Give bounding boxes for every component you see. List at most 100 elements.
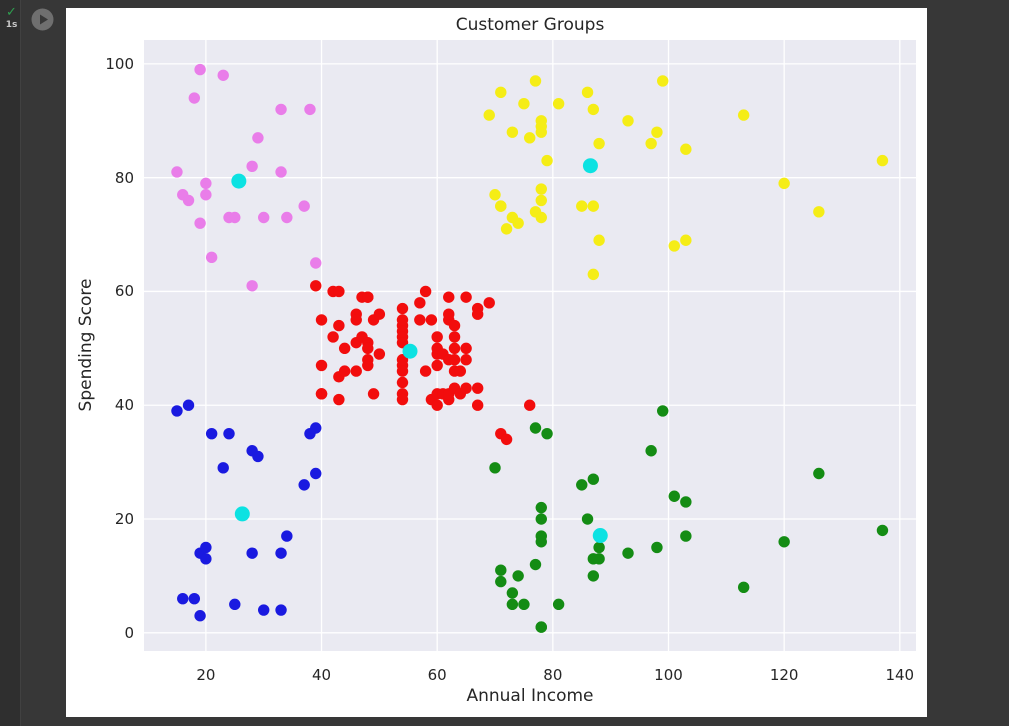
scatter-point	[333, 319, 345, 332]
scatter-point	[593, 137, 605, 150]
scatter-point	[541, 154, 553, 167]
scatter-point	[414, 314, 426, 326]
scatter-point	[489, 189, 501, 201]
scatter-point	[668, 240, 680, 252]
scatter-point	[448, 331, 461, 343]
scatter-point	[524, 132, 536, 144]
scatter-point	[205, 251, 218, 264]
x-tick-label: 60	[427, 666, 447, 684]
scatter-point	[431, 399, 443, 411]
scatter-point	[622, 115, 634, 127]
scatter-point	[443, 308, 455, 320]
plot-area	[144, 40, 916, 651]
scatter-point	[194, 610, 206, 622]
scatter-point	[506, 126, 519, 138]
scatter-point	[576, 479, 588, 491]
scatter-point	[246, 280, 258, 292]
scatter-point	[460, 382, 472, 394]
scatter-point	[252, 450, 264, 463]
scatter-point	[529, 75, 542, 87]
scatter-point	[431, 359, 443, 372]
scatter-point	[500, 433, 513, 446]
scatter-point	[396, 365, 409, 377]
scatter-point	[419, 285, 432, 298]
scatter-point	[645, 445, 657, 457]
scatter-point	[500, 223, 513, 235]
scatter-point	[200, 553, 212, 565]
centroid-point	[402, 343, 418, 359]
x-tick-label: 80	[543, 666, 563, 684]
scatter-point	[778, 536, 790, 548]
scatter-point	[506, 598, 519, 611]
scatter-point	[587, 200, 600, 212]
success-check-icon: ✓	[6, 5, 17, 20]
scatter-point	[448, 342, 461, 355]
scatter-point	[258, 604, 270, 616]
scatter-point	[552, 598, 565, 611]
scatter-point	[425, 314, 438, 326]
scatter-point	[512, 570, 524, 582]
scatter-point	[246, 547, 258, 559]
scatter-point	[200, 189, 212, 201]
scatter-point	[535, 513, 547, 525]
scatter-point	[529, 558, 542, 571]
scatter-point	[581, 513, 594, 525]
scatter-point	[489, 462, 501, 474]
scatter-point	[518, 598, 530, 611]
run-cell-button[interactable]	[31, 8, 54, 31]
scatter-point	[495, 200, 507, 212]
scatter-point	[622, 547, 634, 559]
scatter-point	[535, 194, 547, 207]
scatter-point	[373, 308, 386, 320]
scatter-point	[396, 314, 409, 326]
cell-output-figure: Customer Groups Annual Income Spending S…	[66, 8, 927, 717]
scatter-point	[217, 462, 229, 474]
scatter-point	[668, 490, 680, 502]
scatter-point	[419, 365, 432, 377]
scatter-point	[315, 314, 328, 326]
y-tick-label: 40	[114, 396, 134, 415]
scatter-point	[535, 183, 547, 195]
y-tick-label: 0	[124, 623, 134, 642]
x-axis-label: Annual Income	[466, 686, 594, 706]
scatter-point	[535, 120, 547, 133]
scatter-point	[298, 200, 310, 212]
scatter-point	[362, 342, 374, 355]
scatter-point	[367, 388, 380, 400]
scatter-point	[460, 342, 472, 355]
scatter-point	[275, 166, 287, 178]
scatter-point	[298, 479, 310, 491]
scatter-point	[200, 177, 212, 190]
scatter-point	[518, 98, 530, 110]
scatter-point	[350, 365, 362, 377]
centroid-point	[582, 158, 598, 174]
scatter-point	[876, 524, 889, 537]
scatter-point	[171, 166, 183, 178]
scatter-point	[680, 143, 692, 155]
scatter-point	[495, 575, 507, 588]
play-icon	[31, 8, 54, 31]
scatter-point	[541, 427, 553, 440]
scatter-point	[587, 103, 600, 116]
centroid-point	[592, 528, 608, 544]
scatter-point	[194, 217, 206, 229]
scatter-point	[651, 126, 663, 138]
chart-title: Customer Groups	[455, 15, 605, 35]
scatter-point	[529, 422, 542, 434]
scatter-point	[396, 376, 409, 389]
scatter-point	[778, 177, 790, 190]
scatter-point	[587, 570, 600, 582]
scatter-point	[338, 342, 351, 355]
scatter-point	[338, 365, 351, 377]
scatter-point	[483, 297, 495, 309]
scatter-point	[443, 291, 455, 303]
scatter-point	[182, 399, 195, 411]
x-tick-label: 40	[311, 666, 332, 684]
scatter-point	[275, 103, 287, 116]
scatter-point	[737, 109, 750, 121]
scatter-point	[310, 280, 322, 292]
scatter-point	[188, 592, 201, 605]
scatter-point	[651, 541, 663, 554]
x-tick-label: 120	[769, 666, 799, 684]
scatter-point	[275, 547, 287, 559]
